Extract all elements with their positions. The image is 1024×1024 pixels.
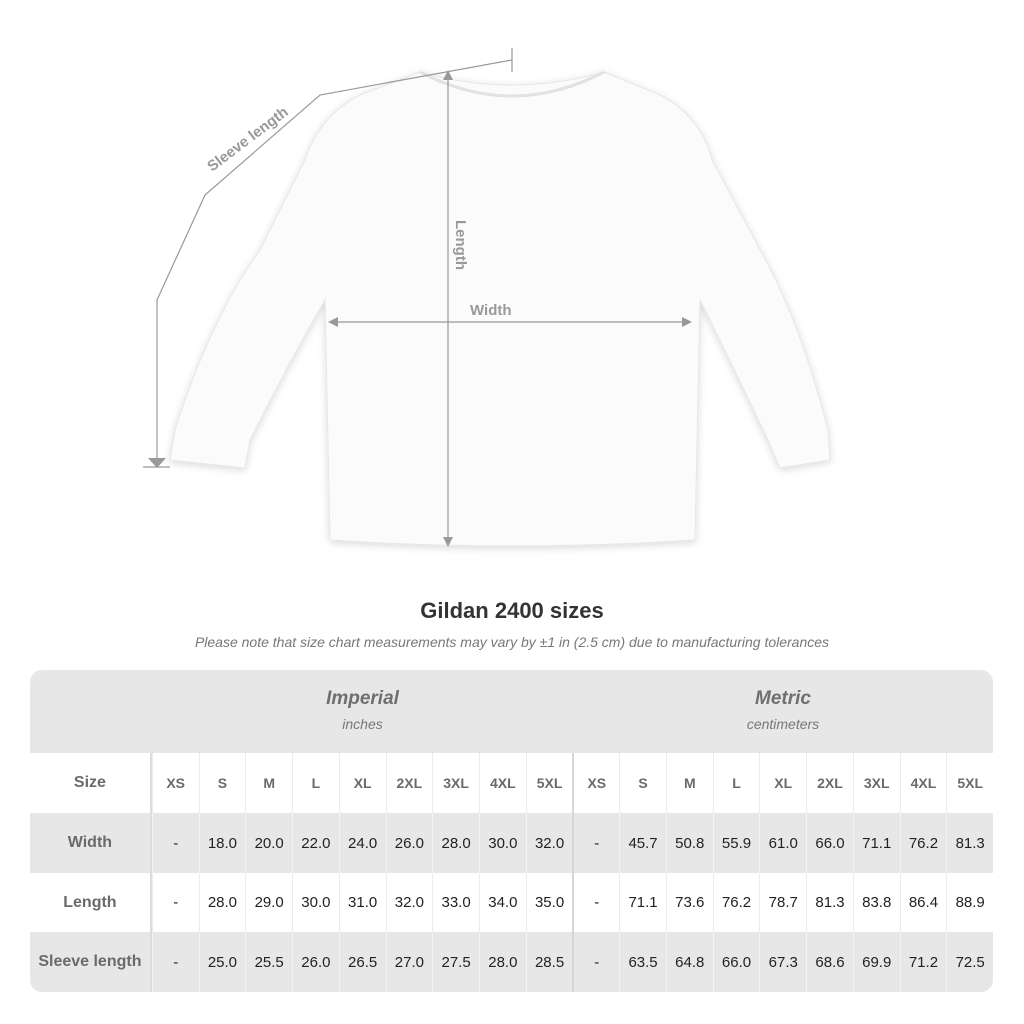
table-cell: 4XL [899, 753, 947, 813]
row-label: Sleeve length [30, 932, 152, 992]
table-row: Sleeve length -25.0 25.5 26.0 26.5 27.0 27.5 28… [30, 932, 993, 992]
page-title: Gildan 2400 sizes [420, 598, 604, 623]
table-cell: 3XL [852, 753, 900, 813]
table-cell: 76.2 [712, 873, 760, 932]
table-cell: 30.0 [292, 873, 339, 932]
table-cell: 25.0 [198, 932, 246, 992]
table-cell: 27.5 [432, 932, 479, 992]
row-label: Length [30, 873, 152, 932]
table-cell: 4XL [478, 753, 526, 813]
table-cell: 18.0 [198, 813, 246, 873]
imperial-header: Imperial inches [152, 688, 573, 732]
table-cell: 45.7 [619, 813, 666, 873]
table-cell: 32.0 [385, 873, 433, 932]
metric-header: Metric centimeters [573, 688, 993, 732]
table-cell: 69.9 [852, 932, 900, 992]
size-header-row: Size XS S M L XL 2XL 3XL 4XL 5XL XS S M L XL 2XL 3XL 4XL 5… [30, 753, 993, 813]
table-cell: 31.0 [338, 873, 386, 932]
table-cell: 73.6 [665, 873, 713, 932]
table-cell: - [572, 873, 619, 932]
table-cell: 86.4 [899, 873, 947, 932]
table-cell: 33.0 [432, 873, 479, 932]
table-cell: 20.0 [245, 813, 292, 873]
table-cell: 63.5 [619, 932, 666, 992]
table-cell: M [245, 753, 292, 813]
table-cell: 5XL [525, 753, 573, 813]
size-table: Imperial inches Metric centimeters Size X… [30, 670, 993, 992]
table-cell: XS [572, 753, 619, 813]
long-sleeve-shirt-image [169, 70, 831, 547]
length-label: Length [452, 220, 469, 270]
table-cell: 71.1 [619, 873, 666, 932]
table-cell: 71.1 [852, 813, 900, 873]
table-cell: 26.0 [385, 813, 433, 873]
table-cell: 78.7 [759, 873, 806, 932]
table-cell: 26.5 [338, 932, 386, 992]
table-cell: 29.0 [245, 873, 292, 932]
table-cell: 28.0 [478, 932, 526, 992]
metric-unit: centimeters [746, 716, 820, 732]
table-cell: 83.8 [852, 873, 900, 932]
tolerance-note: Please note that size chart measurements… [194, 634, 830, 650]
row-label: Width [30, 813, 152, 873]
row-label: Size [30, 753, 152, 813]
table-cell: - [151, 813, 199, 873]
table-cell: 25.5 [245, 932, 292, 992]
table-cell: S [619, 753, 666, 813]
shirt-measurement-diagram: Sleeve length Length Width [143, 48, 831, 547]
table-cell: 71.2 [899, 932, 947, 992]
table-cell: 55.9 [712, 813, 760, 873]
table-cell: - [572, 813, 619, 873]
table-cell: 28.0 [198, 873, 246, 932]
table-cell: 22.0 [292, 813, 339, 873]
metric-title: Metric [755, 688, 811, 709]
table-cell: M [665, 753, 713, 813]
table-cell: 28.5 [525, 932, 573, 992]
imperial-title: Imperial [326, 688, 399, 709]
table-cell: - [572, 932, 619, 992]
table-cell: 64.8 [665, 932, 713, 992]
table-cell: 81.3 [946, 813, 993, 873]
table-cell: 68.6 [806, 932, 853, 992]
table-cell: 28.0 [432, 813, 479, 873]
width-label: Width [470, 302, 512, 319]
table-cell: XL [338, 753, 386, 813]
table-row: Length -28.0 29.0 30.0 31.0 32.0 33.0 34.0 35.0-… [30, 873, 993, 932]
sleeve-length-line [156, 59, 513, 467]
table-cell: 76.2 [899, 813, 947, 873]
measurement-lines [143, 48, 690, 545]
table-cell: XS [151, 753, 199, 813]
table-cell: 2XL [385, 753, 433, 813]
sleeve-length-label: Sleeve length [204, 103, 291, 175]
table-cell: S [198, 753, 246, 813]
table-cell: L [292, 753, 339, 813]
table-cell: 26.0 [292, 932, 339, 992]
table-cell: 81.3 [806, 873, 853, 932]
table-cell: 50.8 [665, 813, 713, 873]
table-cell: XL [759, 753, 806, 813]
table-cell: 32.0 [525, 813, 573, 873]
table-cell: 27.0 [385, 932, 433, 992]
unit-header-band: Imperial inches Metric centimeters [30, 670, 993, 753]
table-cell: - [151, 873, 199, 932]
table-cell: 72.5 [946, 932, 993, 992]
table-cell: 66.0 [712, 932, 760, 992]
table-cell: 66.0 [806, 813, 853, 873]
table-cell: L [712, 753, 760, 813]
table-cell: 61.0 [759, 813, 806, 873]
table-cell: 67.3 [759, 932, 806, 992]
imperial-unit: inches [342, 716, 383, 732]
table-cell: 88.9 [946, 873, 993, 932]
table-row: Width -18.0 20.0 22.0 24.0 26.0 28.0 30.0 32.0-4… [30, 813, 993, 873]
table-cell: 2XL [806, 753, 853, 813]
table-cell: - [151, 932, 199, 992]
table-cell: 30.0 [478, 813, 526, 873]
table-cell: 35.0 [525, 873, 573, 932]
table-cell: 34.0 [478, 873, 526, 932]
table-cell: 24.0 [338, 813, 386, 873]
table-cell: 5XL [946, 753, 993, 813]
table-cell: 3XL [432, 753, 479, 813]
